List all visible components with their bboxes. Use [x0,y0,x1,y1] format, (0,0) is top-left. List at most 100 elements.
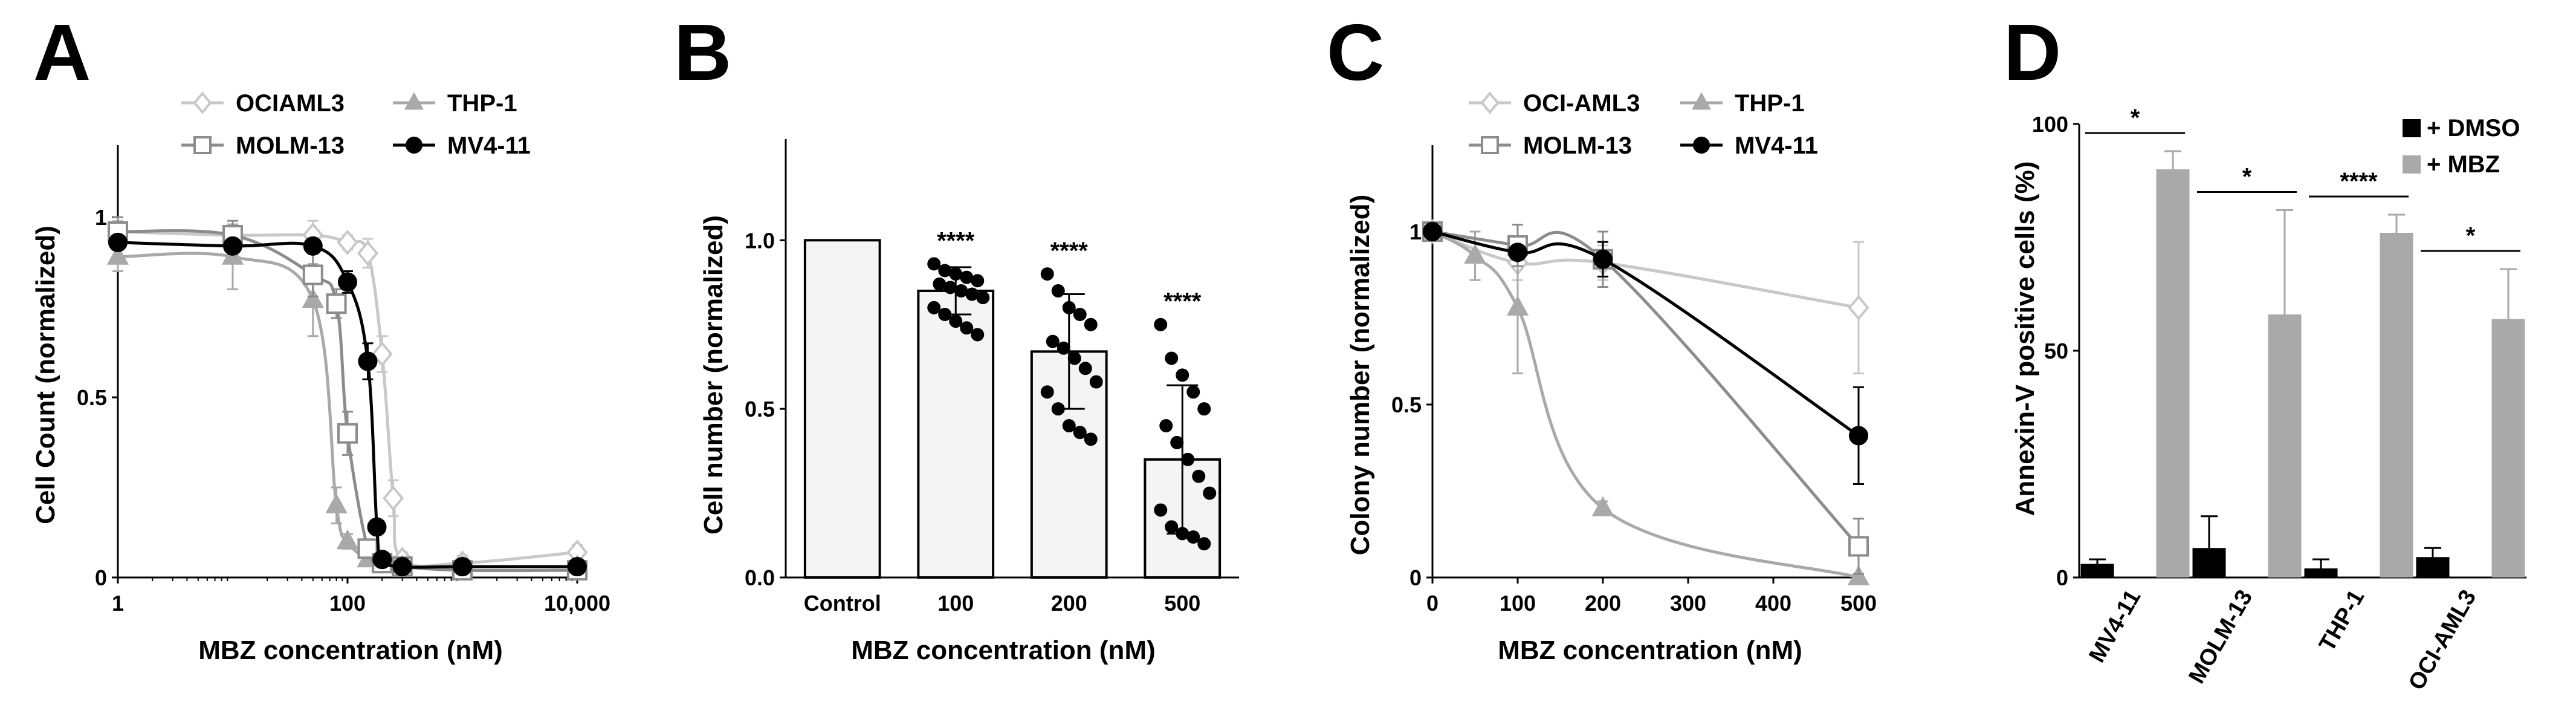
panel-a-legend-entry: MOLM-13 [181,132,345,159]
panel-c: C Colony number (normalized) MBZ concent… [1327,8,1877,665]
panel-b-data-point [927,301,941,314]
panel-c-xtick-label: 300 [1670,591,1706,616]
panel-a-data-point [358,351,378,371]
panel-b-category-label: 100 [937,591,974,616]
panel-d-significance: * [2242,164,2252,190]
panel-d-legend-entry: + DMSO [2403,115,2520,141]
panel-a-ytick-label: 0.5 [77,385,107,410]
panel-c-data-point [1593,249,1613,269]
panel-a-legend-marker [406,137,422,154]
panel-b-data-point [1203,486,1217,500]
panel-a-series-line [117,252,577,569]
panel-a-axes: 0 0.5 1 1 100 10,000 [77,145,610,616]
panel-b-data-point [1040,385,1054,399]
panel-a-data-point [337,423,358,444]
panel-b-data-point [1084,317,1098,331]
panel-c-legend-label: MOLM-13 [1523,132,1632,159]
panel-d-legend-swatch [2403,155,2421,174]
panel-c-legend-marker [1692,92,1711,110]
panel-b-data-point [1176,368,1189,382]
panel-c-axes: 0 0.5 1 0 100 200 300 400 500 [1391,145,1877,616]
panel-a-legend-label: MV4-11 [447,132,531,159]
panel-a-data-point [357,240,379,266]
panel-b-data-point [954,284,968,298]
panel-c-legend-marker [1481,136,1499,154]
panel-a-data-point [302,288,324,308]
panel-c-ytick-label: 0.5 [1391,392,1422,417]
panel-d-significance: * [2131,105,2140,131]
panel-c-legend-entry: MV4-11 [1680,132,1818,159]
panel-c-xtick-label: 0 [1426,591,1438,616]
panel-a-xtick-label: 100 [329,591,366,616]
panel-b-data-point [960,321,974,335]
panel-a-data-point [337,229,358,255]
panel-d-ytick-label: 100 [2032,112,2068,137]
panel-b-data-point [927,257,941,271]
panel-b-data-point [1159,419,1173,433]
panel-b-data-point [1046,334,1060,348]
panel-c-ylabel: Colony number (normalized) [1345,195,1375,555]
panel-c-data-point [1506,295,1529,316]
panel-c-data-point [1848,294,1869,320]
panel-d-bar-group: **** THP-1 [2304,168,2413,656]
panel-a-series-mv4-11 [108,232,587,577]
panel-d-ytick-label: 0 [2056,565,2068,590]
panel-d-significance: **** [2340,168,2378,195]
panel-c-data-point [1847,565,1870,585]
panel-b-data-point [1154,503,1168,517]
panel-b-data-point [976,291,990,305]
panel-b-category-label: 500 [1164,591,1200,616]
panel-b: B Cell number (normalized) MBZ concentra… [674,8,1239,665]
panel-d-axes: 0 50 100 [2032,112,2526,590]
panel-d-legend-entry: + MBZ [2403,151,2500,178]
panel-b-data-point [1051,284,1065,298]
panel-b-data-point [943,281,957,294]
panel-b-data-point [938,264,952,278]
panel-c-series-line [1432,230,1860,437]
panel-b-data-point [1040,267,1054,281]
panel-d-bar [2491,319,2525,577]
panel-d-bar-group: * OCI-AML3 [2404,223,2525,695]
panel-c-legend-label: MV4-11 [1735,132,1818,159]
panel-b-data-point [1181,452,1195,466]
panel-d-category-label: OCI-AML3 [2404,586,2481,695]
panel-d-bar [2304,568,2338,577]
panel-c-series [1421,218,1870,585]
panel-a-legend-marker [193,136,212,154]
panel-a-ytick-label: 0 [95,565,107,590]
panel-d-ylabel: Annexin-V positive cells (%) [2010,161,2040,516]
panel-d-bar [2268,314,2302,577]
panel-b-significance: **** [1050,238,1089,264]
panel-d-bar [2156,169,2190,577]
panel-a-data-point [108,232,128,252]
panel-c-data-point [1591,496,1614,516]
panel-c-data-point [1423,222,1442,241]
panel-c-ytick-label: 1 [1409,220,1422,244]
panel-c-data-point [1849,426,1868,446]
panel-b-data-point [1073,426,1087,440]
panel-c-series-line [1432,230,1859,310]
panel-b-bar-group: Control [803,239,881,616]
panel-b-data-point [1089,375,1103,389]
panel-c-series-mv4-11 [1423,222,1868,486]
panel-c-legend-entry: MOLM-13 [1469,132,1632,159]
panel-b-data-point [1197,537,1211,551]
panel-b-bars: Control **** 100 **** 200 **** 500 [803,227,1222,616]
panel-b-bar [803,239,881,579]
panel-a-data-point [383,485,404,512]
panel-c-legend-label: THP-1 [1735,90,1805,117]
panel-b-data-point [1078,362,1092,376]
panel-label-c: C [1327,8,1384,97]
panel-d-bar [2192,548,2226,577]
panel-a-series-line [117,241,577,569]
panel-b-data-point [1051,402,1065,416]
panel-a-legend-label: MOLM-13 [236,132,345,159]
panel-b-data-point [1197,402,1211,416]
panel-a-data-point [223,236,242,256]
panel-a-legend: OCIAML3 THP-1 MOLM-13 MV4-11 [181,90,531,159]
panel-c-xtick-label: 500 [1840,591,1877,616]
panel-c-legend-entry: THP-1 [1680,90,1805,117]
panel-d-bar [2080,564,2114,577]
panel-c-data-point [1464,243,1486,264]
